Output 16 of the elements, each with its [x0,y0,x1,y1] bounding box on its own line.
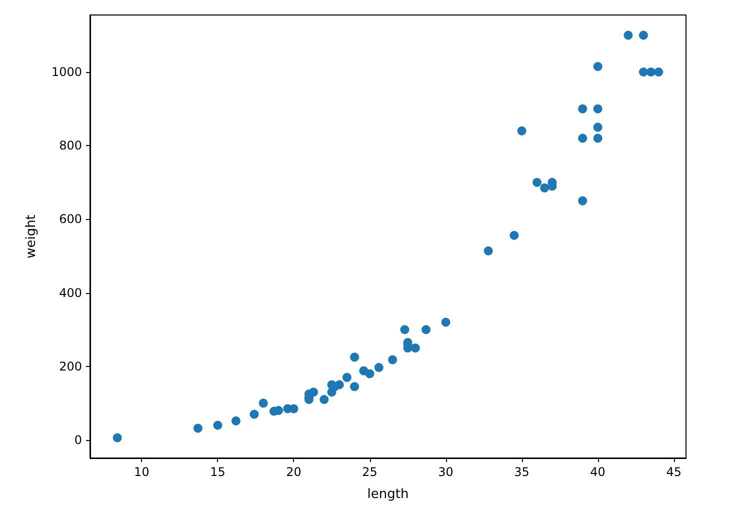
y-tick-label: 1000 [51,65,82,80]
y-tick-label: 200 [59,359,82,374]
y-tick-label: 600 [59,212,82,226]
x-tick-label: 35 [514,465,530,479]
x-axis-title: length [367,487,409,502]
x-tick-label: 30 [438,465,454,479]
x-tick-label: 10 [134,465,150,479]
x-tick-label: 15 [210,465,226,479]
x-tick-label: 25 [362,465,378,479]
y-axis-title: weight [24,214,39,258]
x-tick-label: 20 [286,465,302,479]
y-tick-label: 800 [59,138,82,153]
y-tick-label: 400 [59,286,82,300]
y-tick-label: 0 [74,432,82,447]
x-tick-label: 40 [590,465,606,479]
x-tick-label: 45 [666,465,682,479]
